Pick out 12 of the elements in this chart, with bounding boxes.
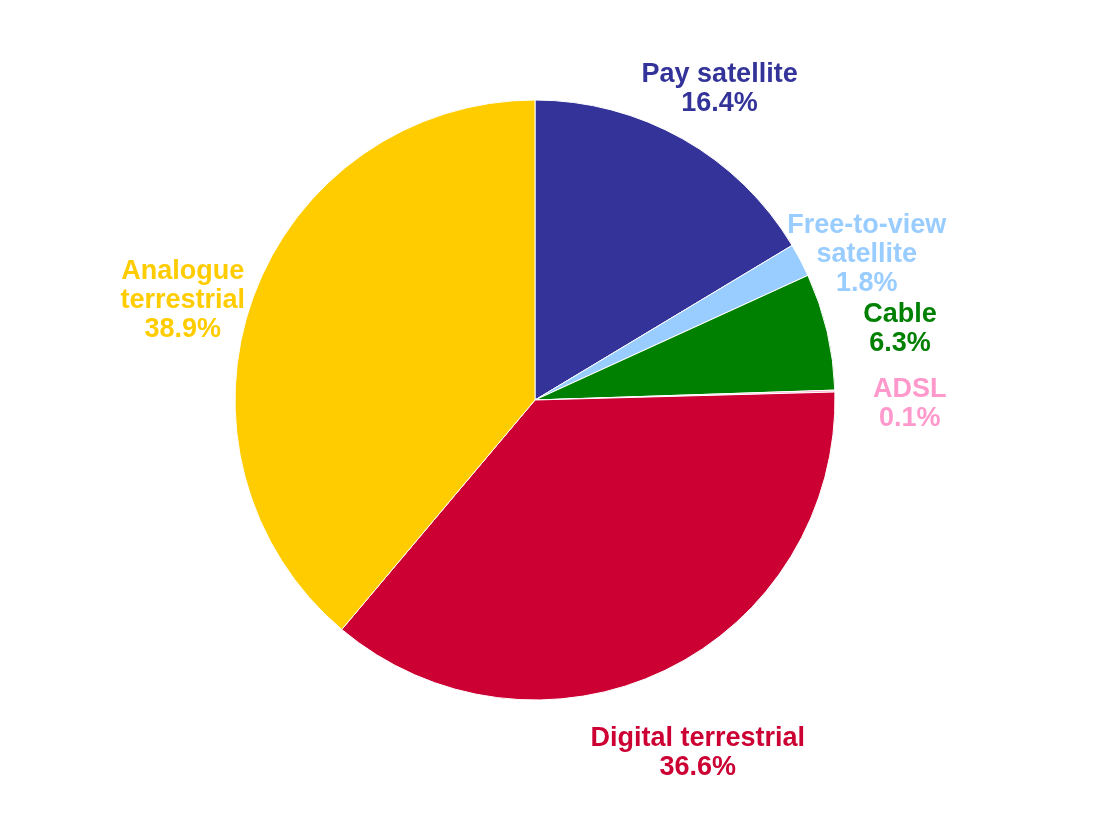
data-label: 6.3% xyxy=(869,327,931,358)
slice-label: Free-to-view satellite xyxy=(787,209,948,269)
data-label: 38.9% xyxy=(144,313,222,344)
slice-label: Pay satellite xyxy=(641,57,798,88)
data-label: 0.1% xyxy=(879,401,941,432)
data-label: 16.4% xyxy=(681,86,758,117)
data-label: 1.8% xyxy=(836,267,898,298)
slice-label: Cable xyxy=(863,298,937,329)
slice-label: Digital terrestrial xyxy=(590,721,805,752)
data-label: 36.6% xyxy=(659,750,736,781)
slice-label: ADSL xyxy=(873,372,947,403)
slice-label: Analogue terrestrial xyxy=(120,255,246,315)
